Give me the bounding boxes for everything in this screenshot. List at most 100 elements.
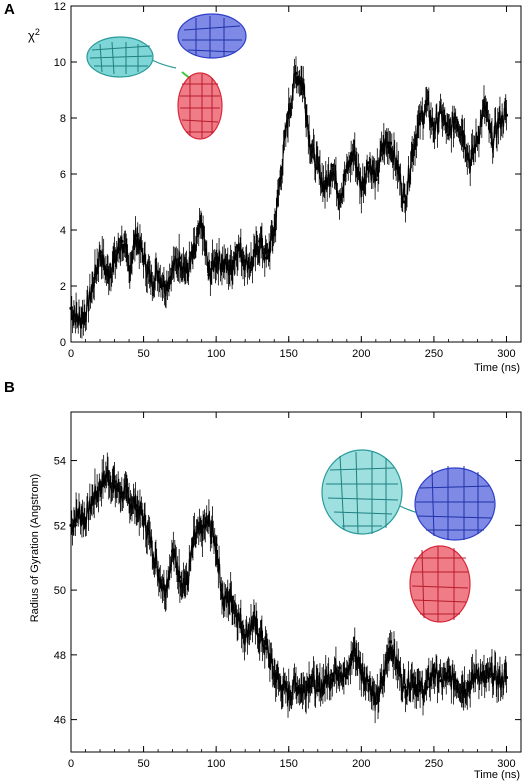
panel-a-data-point [366,161,371,165]
panel-a: A 0 50 100 150 200 250 300 0 2 4 6 8 10 12 χ2 Time (n… [4,1,522,374]
panel-a-data-point [432,127,436,131]
panel-a-data-point [475,136,480,140]
panel-a-xtick-label: 200 [352,348,370,360]
panel-a-data-point [483,105,487,109]
panel-a-data-point [279,166,284,170]
panel-b-data-point [396,666,400,670]
panel-a-data-point [294,71,298,75]
panel-a-data-point [417,122,421,126]
panel-b-data-point [134,504,138,508]
panel-a-ytick-label: 8 [60,113,66,125]
panel-b-data-point [417,688,421,693]
panel-b-data-point [120,491,124,495]
panel-a-ticks: 0 50 100 150 200 250 300 0 2 4 6 8 10 12 [54,1,522,360]
panel-b-xtick-label: 100 [207,758,225,770]
panel-a-series-line [70,72,508,328]
panel-a-data-point [229,267,233,271]
panel-a-data-point [316,166,320,170]
panel-b-data-point [141,517,146,521]
panel-b-data-point [156,569,160,573]
panel-a-ytick-label: 10 [54,57,66,69]
panel-a-data-point [388,141,392,145]
panel-b-data-point [214,543,218,547]
panel-a-data-point [83,312,88,316]
panel-b-data-point [439,679,443,683]
panel-a-data-point [425,102,429,106]
panel-a-data-point [345,169,349,173]
panel-b-data-point [83,517,88,521]
panel-a-data-point [497,119,501,123]
panel-b-ytick-label: 54 [54,456,66,468]
panel-a-data-point [272,228,276,232]
panel-a-xtick-label: 300 [497,348,515,360]
panel-a-data-point [490,141,494,145]
red-domain [177,72,223,140]
panel-b-data-point [468,682,472,686]
panel-a-xlabel: Time (ns) [474,362,520,374]
panel-a-xtick-label: 0 [68,348,74,360]
panel-b-data-point [229,594,233,599]
panel-a-data-point [91,284,95,288]
panel-a-data-point [178,256,182,260]
panel-b-data-point [200,530,204,534]
panel-a-data-point [149,278,153,282]
panel-b-data-point [112,484,117,489]
panel-b-ytick-label: 48 [54,650,66,662]
panel-a-data-point [504,113,509,117]
panel-b-data-point [236,614,240,618]
panel-a-data-point [192,250,196,254]
panel-b-data-point [337,666,342,670]
panel-a-data-point [403,200,407,204]
panel-a-xtick-label: 150 [280,348,298,360]
panel-a-data-point [337,194,342,198]
panel-a-data-point [381,144,385,148]
panel-a-data-point [468,161,472,165]
panel-a-data-point [163,284,167,288]
panel-b-data-point [301,688,305,693]
panel-a-xtick-label: 50 [137,348,149,360]
panel-a-data-point [265,256,269,260]
panel-b-data-point [432,669,436,673]
panel-a-data-point [185,270,189,274]
panel-b-letter: B [4,379,15,396]
panel-b-data-point [178,575,182,579]
panel-a-letter: A [4,1,15,18]
panel-a-data-point [301,82,305,86]
panel-b-data-point [316,688,320,693]
panel-a-data-point [134,234,138,238]
panel-a-data-point [308,144,313,148]
cyan-domain [86,36,154,78]
panel-b-series [69,452,509,724]
panel-a-data-point [359,186,363,190]
panel-b: B 0 50 100 150 200 250 300 46 48 50 52 54 Radius of… [4,379,522,781]
panel-a-data-point [200,222,204,226]
panel-b-data-point [171,549,175,553]
panel-b-ticks: 0 50 100 150 200 250 300 46 48 50 52 54 [54,412,522,770]
panel-a-xtick-label: 250 [425,348,443,360]
panel-b-data-point [366,679,371,683]
panel-a-ytick-label: 4 [60,225,66,237]
panel-b-data-point [105,471,109,476]
panel-a-data-point [127,267,131,271]
panel-a-data-point [374,178,378,182]
panel-b-data-point [381,679,385,683]
panel-b-data-point [345,675,349,680]
panel-b-data-point [323,679,327,683]
panel-a-series [69,56,509,339]
panel-b-series-line [70,467,508,712]
panel-a-data-point [112,259,117,263]
panel-a-data-point [250,262,255,266]
panel-b-data-point [446,675,451,680]
panel-b-data-point [388,640,392,644]
panel-b-xtick-label: 250 [425,758,443,770]
panel-a-data-point [156,270,160,274]
panel-b-data-point [163,588,167,592]
panel-b-data-point [294,682,298,686]
panel-a-ytick-label: 6 [60,169,66,181]
panel-a-data-point [105,273,109,277]
panel-b-data-point [192,536,196,540]
panel-b-data-point [352,646,356,650]
panel-b-data-point [69,523,73,527]
panel-a-data-point [214,256,218,260]
panel-b-data-point [410,675,414,680]
